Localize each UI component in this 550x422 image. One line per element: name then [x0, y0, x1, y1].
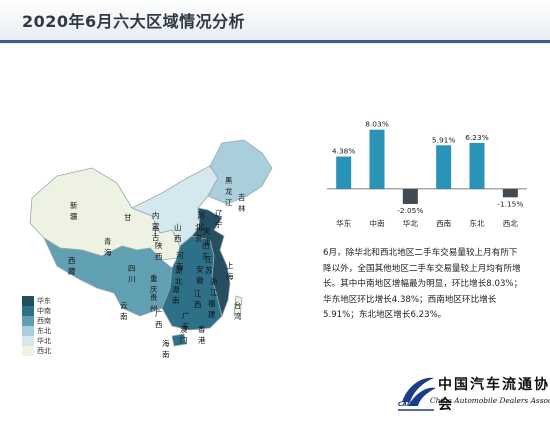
map-label: 山东 — [202, 241, 210, 261]
title-bar: 2020年6月六大区域情况分析 — [0, 0, 550, 44]
legend-item: 东北 — [22, 326, 51, 336]
legend-label: 东北 — [37, 327, 51, 335]
legend-swatch — [22, 306, 34, 316]
legend-swatch — [22, 336, 34, 346]
bar — [402, 188, 418, 204]
region-growth-bar-chart: 4.38% 华东 8.03% 中南 -2.05% 华北 5.91% 西南 6.23% 东北 -1.1… — [327, 120, 527, 228]
title-underline — [0, 40, 550, 43]
bar-value-label: 5.91% — [432, 135, 455, 144]
map-label: 广西 — [155, 309, 163, 329]
map-label: 贵州 — [150, 293, 158, 313]
map-label: 海南 — [162, 339, 170, 359]
category-tick-label: 西北 — [503, 219, 519, 228]
legend-item: 西南 — [22, 316, 51, 326]
logo-english-name: China Automobile Dealers Association — [430, 396, 550, 405]
map-label: 西藏 — [68, 256, 76, 276]
category-tick-label: 中南 — [369, 218, 385, 228]
category-tick-label: 华东 — [336, 218, 352, 228]
logo-abbreviation: CADA — [398, 401, 417, 408]
map-label: 湖北 — [175, 266, 183, 286]
bar-value-label: -2.05% — [397, 206, 423, 215]
analysis-paragraph: 6月，除华北和西北地区二手车交易量较上月有所下降以外，全国其他地区二手车交易量较… — [323, 248, 523, 321]
bar-value-label: 8.03% — [365, 120, 388, 129]
map-label: 重庆 — [150, 274, 158, 294]
map-label: 湖南 — [172, 285, 180, 305]
map-label: 河南 — [176, 251, 184, 271]
category-tick-label: 西南 — [436, 218, 452, 228]
legend-item: 西北 — [22, 346, 51, 356]
map-legend: 华东 中南 西南 东北 华北 西北 — [22, 296, 51, 356]
map-label: 江苏 — [205, 255, 213, 275]
map-label: 台湾 — [234, 301, 242, 321]
legend-label: 中南 — [37, 307, 51, 315]
legend-label: 华东 — [37, 297, 51, 305]
map-label: 辽宁 — [215, 209, 223, 229]
region-hainan — [171, 333, 187, 347]
cada-logo — [398, 377, 436, 411]
map-label: 新疆 — [70, 201, 78, 221]
bar — [436, 145, 452, 189]
bar — [502, 188, 518, 198]
bar-value-label: 4.38% — [332, 147, 355, 156]
legend-label: 华北 — [37, 337, 51, 345]
page-title: 2020年6月六大区域情况分析 — [22, 12, 246, 31]
map-label: 上海 — [226, 261, 234, 281]
category-tick-label: 华北 — [403, 218, 419, 228]
map-label: 山西 — [174, 223, 182, 243]
map-label: 浙江 — [210, 277, 218, 297]
logo-chinese-name: 中国汽车流通协会 — [438, 377, 550, 413]
map-label: 宁 — [152, 226, 160, 235]
legend-label: 西南 — [37, 317, 51, 325]
legend-swatch — [22, 346, 34, 356]
china-region-map — [29, 139, 273, 347]
bar — [336, 156, 352, 189]
bar — [369, 129, 385, 189]
legend-label: 西北 — [37, 347, 51, 355]
map-label: 安徽 — [196, 265, 204, 285]
bar-value-label: 6.23% — [465, 133, 488, 142]
map-label: 云南 — [120, 301, 128, 321]
map-label: 江西 — [194, 289, 202, 309]
map-label: 甘 — [124, 213, 132, 222]
legend-swatch — [22, 326, 34, 336]
category-tick-label: 东北 — [469, 218, 485, 228]
legend-swatch — [22, 316, 34, 326]
legend-swatch — [22, 296, 34, 306]
legend-item: 华北 — [22, 336, 51, 346]
region-east — [191, 207, 231, 318]
map-label: 四川 — [128, 264, 136, 284]
map-label: 河北 — [197, 211, 205, 231]
map-label: 吉林 — [238, 193, 246, 213]
bar-value-label: -1.15% — [497, 199, 523, 208]
map-label: 青海 — [104, 237, 112, 257]
map-label: 北京 — [195, 223, 203, 243]
region-northeast — [207, 139, 273, 205]
map-label: 广东 — [182, 311, 190, 331]
bar — [469, 142, 485, 189]
map-label: 内蒙古 — [152, 211, 160, 242]
map-label: 黑龙江 — [225, 176, 233, 207]
cada-emblem-icon — [398, 377, 436, 411]
map-label: 香港 — [198, 325, 206, 345]
legend-item: 华东 — [22, 296, 51, 306]
map-label: 澳门 — [180, 325, 188, 345]
legend-item: 中南 — [22, 306, 51, 316]
map-label: 福建 — [208, 299, 216, 319]
map-label: 天津 — [203, 227, 211, 247]
map-label: 陕西 — [155, 241, 163, 261]
region-taiwan — [233, 295, 243, 317]
